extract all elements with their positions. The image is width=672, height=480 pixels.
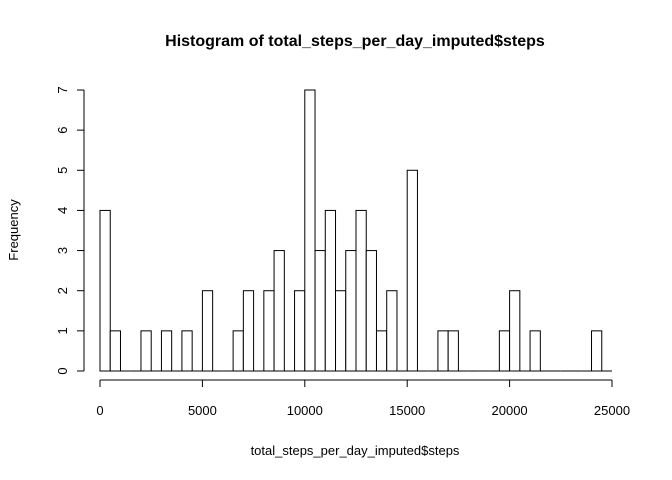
histogram-bar bbox=[509, 290, 521, 372]
histogram-bar bbox=[304, 89, 316, 372]
histogram-bar bbox=[201, 290, 214, 372]
histogram-bar bbox=[140, 330, 152, 372]
histogram-bar bbox=[498, 330, 511, 372]
x-tick-label: 20000 bbox=[492, 403, 528, 418]
x-tick-label: 25000 bbox=[594, 403, 630, 418]
histogram-bar bbox=[406, 169, 418, 372]
histogram-bar bbox=[375, 330, 388, 372]
y-tick-label: 7 bbox=[55, 86, 70, 93]
y-tick-label: 2 bbox=[55, 287, 70, 294]
histogram-bar bbox=[181, 330, 193, 372]
y-tick-label: 3 bbox=[55, 247, 70, 254]
histogram-bar bbox=[437, 330, 449, 372]
x-tick-label: 0 bbox=[96, 403, 103, 418]
histogram-bar bbox=[273, 250, 285, 372]
x-tick-label: 15000 bbox=[389, 403, 425, 418]
histogram-bar bbox=[242, 290, 255, 372]
y-axis-label: Frequency bbox=[6, 199, 21, 261]
histogram-bar bbox=[386, 290, 398, 372]
histogram-bar bbox=[324, 209, 337, 372]
y-tick-label: 5 bbox=[55, 167, 70, 174]
histogram-bar bbox=[365, 250, 377, 372]
histogram-bar bbox=[355, 209, 367, 372]
histogram-bar bbox=[447, 330, 459, 372]
x-axis-label: total_steps_per_day_imputed$steps bbox=[251, 443, 460, 458]
histogram-bar bbox=[294, 290, 306, 372]
y-tick-label: 0 bbox=[55, 367, 70, 374]
histogram-bar bbox=[529, 330, 541, 372]
x-tick-label: 10000 bbox=[287, 403, 323, 418]
histogram-bar bbox=[335, 290, 347, 372]
histogram-bar bbox=[232, 330, 244, 372]
histogram-bar bbox=[345, 250, 357, 372]
bars-group bbox=[99, 89, 612, 372]
histogram-bar bbox=[591, 330, 603, 372]
histogram-bar bbox=[263, 290, 275, 372]
histogram-bar bbox=[109, 330, 121, 372]
histogram-bar bbox=[99, 209, 111, 372]
histogram-bar bbox=[314, 250, 326, 372]
chart-title: Histogram of total_steps_per_day_imputed… bbox=[165, 33, 545, 50]
y-tick-label: 6 bbox=[55, 127, 70, 134]
histogram-bar bbox=[160, 330, 173, 372]
y-tick-label: 4 bbox=[55, 207, 70, 214]
y-axis: 0 1 2 3 4 5 6 7 bbox=[55, 86, 85, 375]
x-tick-label: 5000 bbox=[188, 403, 217, 418]
y-tick-label: 1 bbox=[55, 327, 70, 334]
x-axis: 0 5000 10000 15000 20000 25000 bbox=[96, 379, 630, 418]
